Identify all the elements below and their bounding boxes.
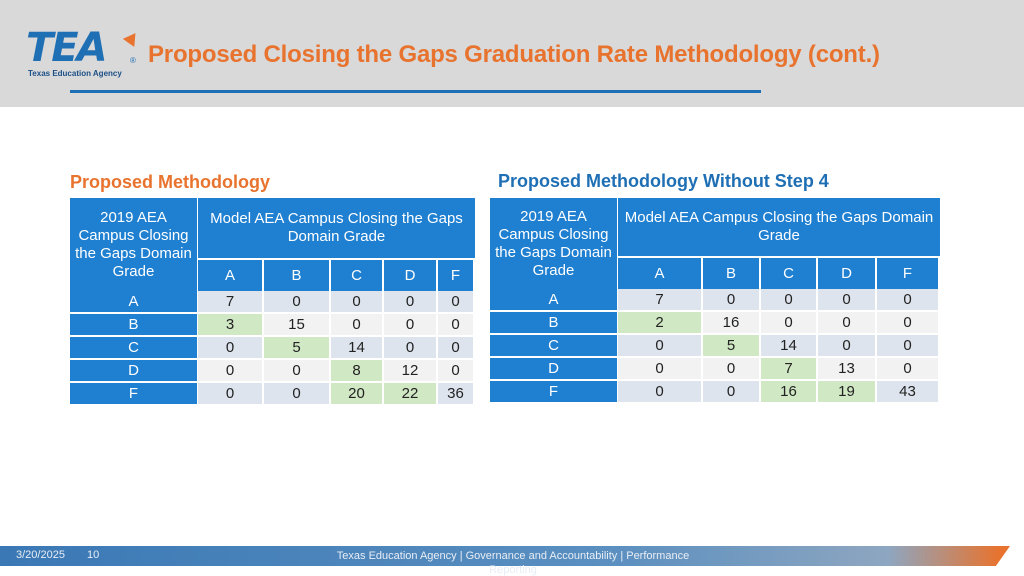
table-cell: 7 (198, 291, 262, 312)
column-header-3: D (818, 258, 875, 289)
slide-header: TEA ® Texas Education Agency Proposed Cl… (0, 0, 1024, 107)
title-underline (70, 90, 761, 93)
table-cell: 0 (703, 358, 759, 379)
table-cell: 0 (264, 383, 329, 404)
row-label: C (490, 335, 617, 356)
table-cell: 16 (703, 312, 759, 333)
logo-wordmark: TEA (26, 25, 108, 71)
row-label: A (490, 289, 617, 310)
table-cell: 0 (264, 360, 329, 381)
table-cell: 0 (198, 383, 262, 404)
column-header-1: B (703, 258, 759, 289)
column-header-2: C (331, 260, 382, 291)
column-group-header: Model AEA Campus Closing the Gaps Domain… (198, 198, 475, 258)
table-cell: 0 (198, 360, 262, 381)
table-cell: 0 (761, 289, 816, 310)
table-cell: 7 (618, 289, 701, 310)
row-label: F (490, 381, 617, 402)
table-cell: 0 (264, 291, 329, 312)
table-cell: 0 (438, 314, 473, 335)
right-section-title: Proposed Methodology Without Step 4 (498, 171, 829, 191)
column-header-3: D (384, 260, 436, 291)
table-cell: 13 (818, 358, 875, 379)
slide-title: Proposed Closing the Gaps Graduation Rat… (148, 41, 880, 68)
footer-org: Texas Education Agency | Governance and … (336, 550, 690, 576)
row-label: D (70, 360, 197, 381)
table-cell: 12 (384, 360, 436, 381)
column-group-header: Model AEA Campus Closing the Gaps Domain… (618, 198, 940, 256)
column-header-4: F (877, 258, 938, 289)
table-cell: 14 (331, 337, 382, 358)
row-header: 2019 AEA Campus Closing the Gaps Domain … (490, 198, 617, 289)
table-cell: 0 (384, 337, 436, 358)
footer-bar (0, 546, 1010, 566)
footer-date: 3/20/2025 (16, 549, 65, 561)
row-label: C (70, 337, 197, 358)
table-cell: 15 (264, 314, 329, 335)
table-cell: 0 (877, 312, 938, 333)
table-cell: 0 (877, 289, 938, 310)
table-cell: 0 (438, 360, 473, 381)
table-cell: 2 (618, 312, 701, 333)
column-header-0: A (618, 258, 701, 289)
table-cell: 0 (438, 337, 473, 358)
logo-subtitle: Texas Education Agency (28, 69, 122, 78)
table-cell: 0 (877, 335, 938, 356)
column-header-0: A (198, 260, 262, 291)
logo-star-icon (122, 29, 142, 47)
table-cell: 5 (703, 335, 759, 356)
table-cell: 5 (264, 337, 329, 358)
table-cell: 0 (618, 335, 701, 356)
row-label: A (70, 291, 197, 312)
table-cell: 43 (877, 381, 938, 402)
table-cell: 0 (618, 381, 701, 402)
table-cell: 8 (331, 360, 382, 381)
column-header-2: C (761, 258, 816, 289)
column-header-4: F (438, 260, 473, 291)
footer-page-number: 10 (87, 549, 100, 561)
table-cell: 0 (331, 314, 382, 335)
table-cell: 7 (761, 358, 816, 379)
table-cell: 0 (438, 291, 473, 312)
table-cell: 0 (384, 314, 436, 335)
table-cell: 14 (761, 335, 816, 356)
column-header-1: B (264, 260, 329, 291)
table-cell: 0 (618, 358, 701, 379)
table-cell: 19 (818, 381, 875, 402)
table-cell: 3 (198, 314, 262, 335)
table-cell: 0 (331, 291, 382, 312)
table-cell: 0 (198, 337, 262, 358)
tea-logo: TEA ® Texas Education Agency (25, 25, 142, 82)
table-cell: 20 (331, 383, 382, 404)
table-cell: 0 (818, 289, 875, 310)
table-cell: 0 (818, 312, 875, 333)
row-label: B (490, 312, 617, 333)
table-cell: 0 (818, 335, 875, 356)
table-cell: 0 (703, 289, 759, 310)
table-cell: 0 (877, 358, 938, 379)
table-cell: 16 (761, 381, 816, 402)
row-label: F (70, 383, 197, 404)
table-cell: 0 (761, 312, 816, 333)
table-cell: 22 (384, 383, 436, 404)
left-section-title: Proposed Methodology (70, 172, 270, 192)
table-cell: 0 (703, 381, 759, 402)
row-label: B (70, 314, 197, 335)
row-header: 2019 AEA Campus Closing the Gaps Domain … (70, 198, 197, 291)
table-cell: 0 (384, 291, 436, 312)
table-cell: 36 (438, 383, 473, 404)
logo-registered-mark: ® (130, 56, 136, 65)
row-label: D (490, 358, 617, 379)
